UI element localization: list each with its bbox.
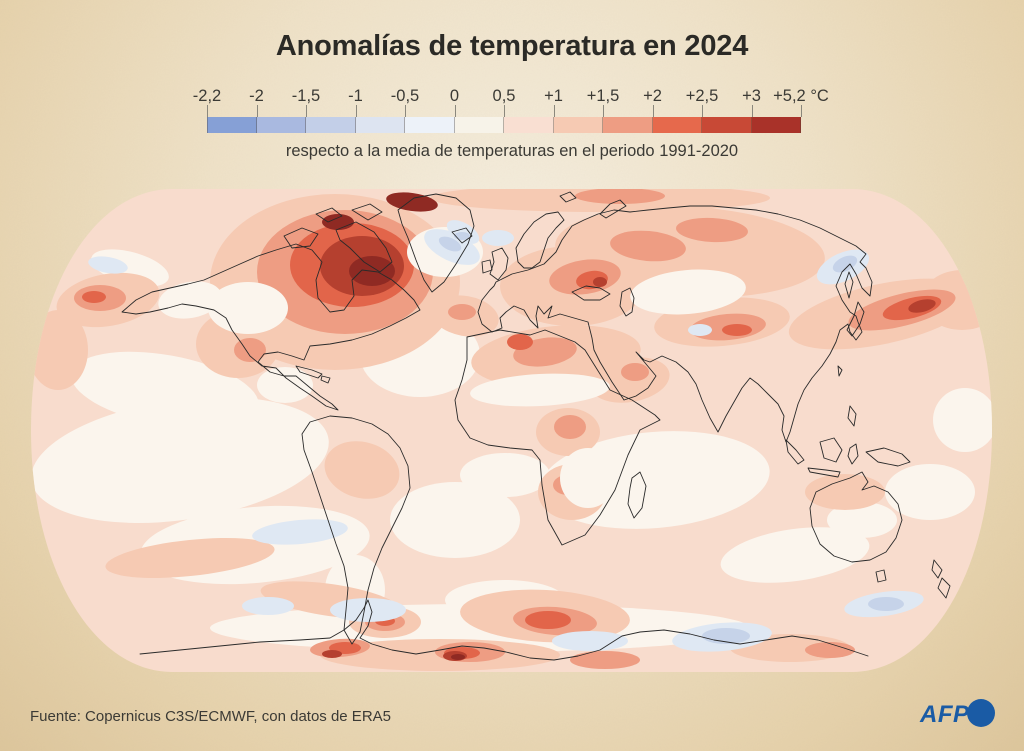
legend-tick-mark [306, 105, 307, 117]
anomaly-blobs [31, 189, 992, 671]
legend-tick-label: -0,5 [390, 87, 420, 105]
afp-logo: AFP [920, 699, 996, 729]
legend-tick-mark [603, 105, 604, 117]
colorbar-segment [454, 117, 504, 133]
legend-tick-label: -2 [249, 87, 264, 105]
legend-tick-mark [405, 105, 406, 117]
legend-tick-mark [355, 105, 357, 117]
coastlines [121, 191, 951, 661]
colorbar-segment [405, 117, 455, 133]
legend-tick-label: +5,2 °C [773, 87, 829, 105]
colorbar [207, 117, 801, 133]
legend-tick-label: +1 [544, 87, 563, 105]
page-title: Anomalías de temperatura en 2024 [275, 30, 749, 62]
legend-tick-label: +2 [643, 87, 662, 105]
legend-tick-label: +3 [742, 87, 761, 105]
legend-tick-label: -2,2 [192, 87, 222, 105]
legend-note: respecto a la media de temperaturas en e… [285, 142, 739, 160]
legend-tick-label: +1,5 [586, 87, 620, 105]
legend-tick-mark [553, 105, 555, 117]
colorbar-segment [553, 117, 603, 133]
legend-tick-label: -1,5 [291, 87, 321, 105]
colorbar-legend: -2,2 -2 -1,5 -1 -0,5 0 0,5 +1 +1,5 +2 +2,5 +3 +5,2 °… [193, 87, 829, 133]
legend-tick-mark [801, 105, 802, 117]
afp-logo-text: AFP [920, 701, 970, 728]
afp-logo-dot [967, 699, 995, 727]
colorbar-segment [207, 117, 257, 133]
legend-tick-mark [751, 105, 753, 117]
colorbar-segment [306, 117, 356, 133]
source-text: Fuente: Copernicus C3S/ECMWF, con datos … [30, 708, 391, 725]
legend-tick-mark [702, 105, 703, 117]
colorbar-segment [751, 117, 801, 133]
legend-tick-mark [504, 105, 505, 117]
colorbar-segment [652, 117, 702, 133]
colorbar-segment [504, 117, 554, 133]
legend-tick-label: +2,5 [685, 87, 719, 105]
colorbar-segment [702, 117, 752, 133]
legend-tick-mark [652, 105, 654, 117]
legend-tick-mark [207, 105, 208, 117]
legend-tick-label: 0 [449, 87, 460, 105]
colorbar-segment [603, 117, 653, 133]
legend-tick-label: 0,5 [492, 87, 516, 105]
legend-tick-mark [454, 105, 456, 117]
colorbar-segment [355, 117, 405, 133]
legend-tick-mark [256, 105, 258, 117]
legend-tick-label: -1 [348, 87, 363, 105]
colorbar-segment [256, 117, 306, 133]
